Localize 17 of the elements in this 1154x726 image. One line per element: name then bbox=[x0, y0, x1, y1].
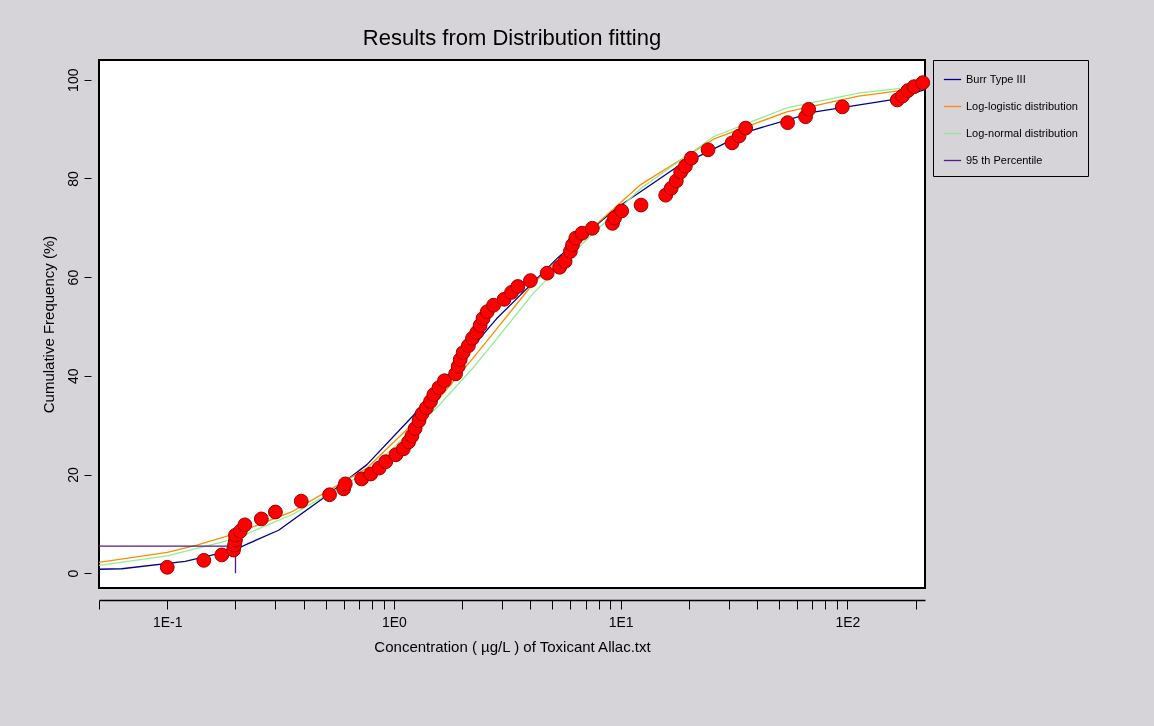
x-tick-label: 1E-1 bbox=[152, 613, 183, 630]
legend-label: Log-normal distribution bbox=[966, 126, 1078, 139]
legend-label: Log-logistic distribution bbox=[966, 99, 1078, 112]
y-tick-label: 80 bbox=[64, 170, 81, 187]
x-tick-label: 1E2 bbox=[835, 613, 861, 630]
y-tick-label: 100 bbox=[64, 68, 81, 92]
y-tick-label: 40 bbox=[64, 368, 81, 385]
legend-label: Burr Type III bbox=[966, 72, 1026, 85]
y-tick-label: 20 bbox=[64, 467, 81, 483]
legend-label: 95 th Percentile bbox=[966, 153, 1043, 166]
chart-title: Results from Distribution fitting bbox=[362, 24, 662, 50]
x-axis-title: Concentration ( µg/L ) of Toxicant Allac.txt bbox=[374, 637, 652, 655]
x-tick-label: 1E0 bbox=[381, 613, 408, 630]
y-tick-label: 0 bbox=[64, 569, 81, 578]
y-axis-title: Cumulative Frequency (%) bbox=[39, 235, 57, 414]
x-tick-label: 1E1 bbox=[608, 613, 634, 630]
y-tick-label: 60 bbox=[64, 269, 81, 286]
